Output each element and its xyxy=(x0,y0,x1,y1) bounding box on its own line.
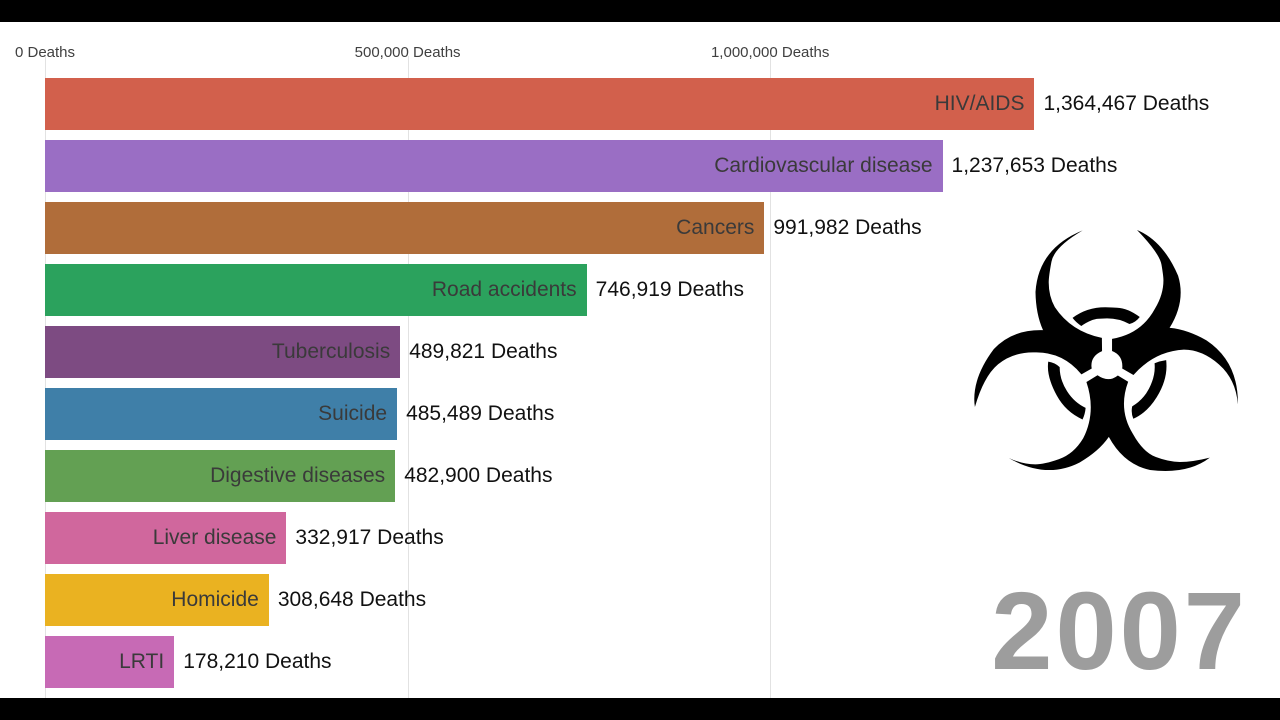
bar-value-label: 332,917 Deaths xyxy=(295,526,444,549)
biohazard-icon: ☣ xyxy=(958,165,1254,549)
bar-row: Homicide 308,648 Deaths xyxy=(45,574,1280,626)
bar-rows: HIV/AIDS 1,364,467 Deaths Cardiovascular… xyxy=(45,78,1280,688)
bar: HIV/AIDS xyxy=(45,78,1035,130)
bar: LRTI xyxy=(45,636,175,688)
bar-label: Cancers xyxy=(676,216,755,239)
bar: Homicide xyxy=(45,574,269,626)
bar-value-label: 1,364,467 Deaths xyxy=(1043,92,1210,115)
bar: Suicide xyxy=(45,388,398,440)
bar-value-label: 485,489 Deaths xyxy=(406,402,555,425)
bar-label: Homicide xyxy=(171,588,259,611)
bar-value-label: 991,982 Deaths xyxy=(773,216,922,239)
bar-row: Digestive diseases 482,900 Deaths xyxy=(45,450,1280,502)
bar-label: Cardiovascular disease xyxy=(714,154,933,177)
gridline xyxy=(770,56,772,698)
x-axis: 0 Deaths 500,000 Deaths 1,000,000 Deaths xyxy=(15,44,1280,64)
bar-row: HIV/AIDS 1,364,467 Deaths xyxy=(45,78,1280,130)
bar-value-label: 746,919 Deaths xyxy=(595,278,744,301)
bar-row: Cancers 991,982 Deaths xyxy=(45,202,1280,254)
bar-label: LRTI xyxy=(119,650,165,673)
bar: Tuberculosis xyxy=(45,326,401,378)
bar-label: Tuberculosis xyxy=(271,340,391,363)
bar-label: Digestive diseases xyxy=(210,464,386,487)
gridline xyxy=(407,56,409,698)
bar: Digestive diseases xyxy=(45,450,396,502)
bar-label: HIV/AIDS xyxy=(934,92,1025,115)
bar-label: Suicide xyxy=(318,402,388,425)
bar-value-label: 308,648 Deaths xyxy=(277,588,427,611)
bar-row: Suicide 485,489 Deaths xyxy=(45,388,1280,440)
bar-row: LRTI 178,210 Deaths xyxy=(45,636,1280,688)
bar: Cancers xyxy=(45,202,765,254)
bar-value-label: 489,821 Deaths xyxy=(409,340,558,363)
year-label: 2007 xyxy=(991,570,1248,693)
bar-row: Road accidents 746,919 Deaths xyxy=(45,264,1280,316)
letterbox-bottom xyxy=(0,698,1280,720)
letterbox-top xyxy=(0,0,1280,22)
bar: Road accidents xyxy=(45,264,587,316)
axis-tick-label: 500,000 Deaths xyxy=(354,44,461,61)
death-causes-bar-chart: HIV/AIDS 1,364,467 Deaths Cardiovascular… xyxy=(45,56,1280,698)
bar-value-label: 178,210 Deaths xyxy=(183,650,332,673)
bar-row: Tuberculosis 489,821 Deaths xyxy=(45,326,1280,378)
bar-value-label: 1,237,653 Deaths xyxy=(951,154,1118,177)
bar-label: Road accidents xyxy=(431,278,577,301)
bar: Liver disease xyxy=(45,512,287,564)
bar: Cardiovascular disease xyxy=(45,140,943,192)
bar-row: Liver disease 332,917 Deaths xyxy=(45,512,1280,564)
bar-value-label: 482,900 Deaths xyxy=(404,464,553,487)
bar-label: Liver disease xyxy=(152,526,277,549)
axis-tick-label: 0 Deaths xyxy=(14,44,76,61)
bar-row: Cardiovascular disease 1,237,653 Deaths xyxy=(45,140,1280,192)
axis-tick-label: 1,000,000 Deaths xyxy=(710,44,830,61)
